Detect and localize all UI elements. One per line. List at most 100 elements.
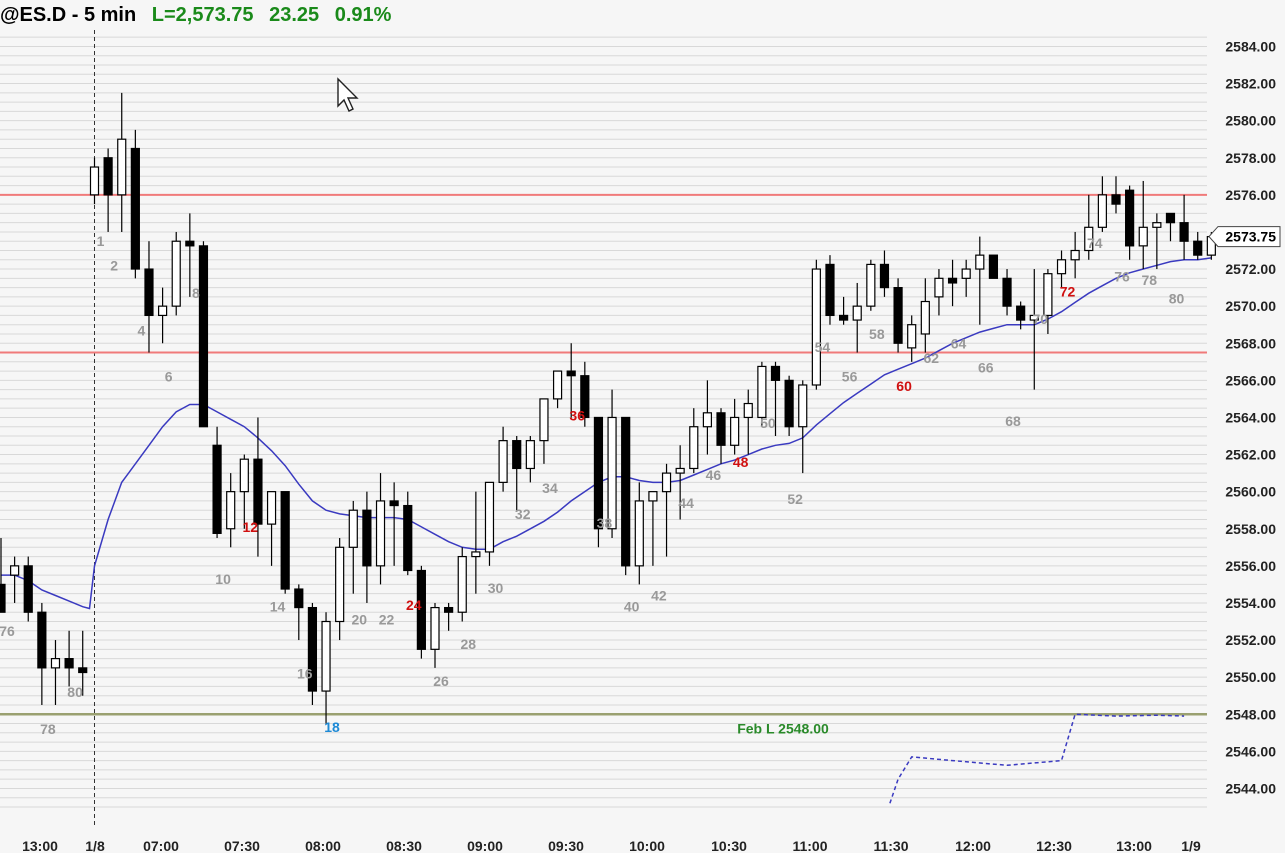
last-price-tag [1208, 226, 1281, 248]
bar-number-label: 76 [1114, 268, 1130, 284]
y-tick-label: 2570.00 [1225, 298, 1276, 314]
bear-candle [1002, 277, 1012, 307]
bar-number-label: 64 [951, 335, 967, 351]
bear-candle [1111, 194, 1121, 205]
bull-candle [117, 138, 127, 196]
x-tick-label: 09:00 [467, 838, 503, 853]
x-tick-label: 10:30 [711, 838, 747, 853]
bear-candle [566, 370, 576, 377]
bear-candle [893, 287, 903, 344]
y-tick-label: 2562.00 [1225, 447, 1276, 463]
bear-candle [947, 277, 958, 284]
percent-change: 0.91% [334, 4, 392, 26]
bear-candle [403, 504, 413, 572]
bull-candle [1056, 259, 1067, 275]
x-tick-label: 08:30 [386, 838, 422, 853]
bar-number-label: 80 [1169, 291, 1185, 307]
bar-number-label: 22 [379, 612, 395, 628]
bear-candle [78, 667, 88, 674]
bar-number-label: 6 [165, 369, 173, 385]
bull-candle [730, 416, 740, 446]
bear-candle [212, 444, 222, 534]
bar-number-label: 8 [192, 285, 200, 301]
bull-candle [961, 268, 971, 279]
bear-candle [716, 412, 726, 446]
bull-candle [552, 370, 563, 400]
bar-number-label: 74 [1087, 235, 1103, 251]
bull-candle [471, 551, 481, 558]
bar-number-label: 62 [924, 350, 940, 366]
bull-candle [1097, 194, 1107, 228]
bar-number-label: 54 [815, 339, 831, 355]
bull-candle [689, 426, 699, 470]
x-tick-label: 09:30 [548, 838, 584, 853]
bull-candle [975, 254, 985, 270]
bar-number-label-red: 48 [733, 454, 749, 470]
support-line-label: Feb L 2548.00 [737, 720, 829, 736]
bear-candle [580, 375, 590, 419]
bull-candle [1138, 226, 1148, 247]
x-tick-label: 11:30 [873, 838, 908, 853]
bull-candle [457, 555, 467, 613]
mouse-pointer-icon [337, 77, 359, 112]
x-tick-label: 12:00 [955, 838, 991, 853]
bear-candle [198, 245, 209, 428]
bull-candle [10, 565, 20, 576]
bull-candle [348, 509, 358, 548]
x-tick-label: 08:00 [305, 838, 341, 853]
bear-candle [280, 491, 290, 590]
bull-candle [239, 458, 249, 493]
bar-number-label: 50 [760, 415, 776, 431]
y-tick-label: 2544.00 [1225, 780, 1276, 796]
bull-candle [702, 412, 713, 428]
bear-candle [1193, 240, 1203, 256]
bar-number-label: 78 [40, 721, 56, 737]
y-tick-label: 2546.00 [1225, 743, 1276, 759]
bear-candle [185, 240, 195, 247]
bull-candle [158, 305, 168, 317]
chart-header: @ES.D - 5 min L=2,573.75 23.25 0.91% [0, 4, 401, 27]
bull-candle [498, 440, 508, 483]
x-tick-label: 10:00 [629, 838, 665, 853]
bull-candle [675, 467, 685, 474]
bar-number-label: 10 [215, 571, 231, 587]
bull-candle [266, 491, 277, 525]
y-tick-label: 2552.00 [1225, 632, 1276, 648]
bull-candle [1029, 314, 1039, 321]
bear-candle [362, 509, 372, 567]
bull-candle [335, 546, 345, 623]
bull-candle [634, 500, 644, 567]
bear-candle [144, 268, 154, 317]
bear-candle [1165, 212, 1176, 224]
bear-candle [838, 314, 849, 321]
y-tick-label: 2548.00 [1225, 706, 1276, 722]
bull-candle [852, 305, 862, 321]
y-tick-label: 2564.00 [1225, 409, 1276, 425]
bull-candle [50, 657, 61, 669]
net-change: 23.25 [269, 4, 320, 26]
bar-number-label: 26 [433, 673, 449, 689]
y-tick-label: 2554.00 [1225, 595, 1276, 611]
bear-candle [770, 365, 781, 381]
x-tick-label: 11:00 [792, 838, 827, 853]
bar-number-label: 40 [624, 599, 640, 615]
bear-candle [294, 588, 304, 609]
symbol-label: @ES.D - 5 min [0, 4, 137, 26]
bull-candle [1043, 273, 1053, 317]
bull-candle [798, 384, 808, 428]
x-tick-label: 12:30 [1036, 838, 1072, 853]
x-tick-label: 07:30 [224, 838, 260, 853]
bull-candle [920, 300, 930, 335]
bar-number-label: 32 [515, 506, 531, 522]
bear-candle [23, 565, 33, 613]
bear-candle [389, 500, 399, 507]
bear-candle [253, 458, 263, 525]
bull-candle [539, 398, 549, 442]
bear-candle [103, 157, 113, 196]
bar-number-label: 38 [597, 515, 613, 531]
bull-candle [484, 481, 495, 553]
bar-number-label: 46 [706, 467, 722, 483]
y-tick-label: 2584.00 [1225, 38, 1276, 54]
